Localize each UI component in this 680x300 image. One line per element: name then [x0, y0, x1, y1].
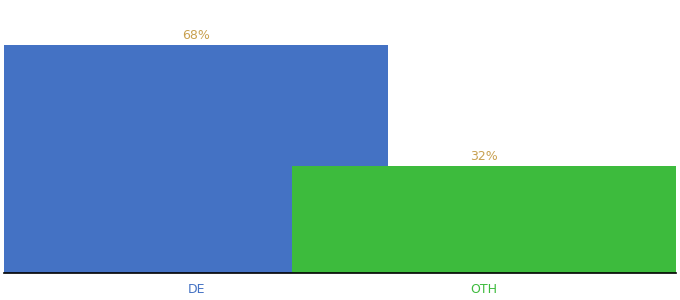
Bar	[4, 44, 388, 273]
Text: 68%: 68%	[182, 29, 210, 42]
Text: 32%: 32%	[470, 150, 498, 163]
Bar	[292, 166, 676, 273]
